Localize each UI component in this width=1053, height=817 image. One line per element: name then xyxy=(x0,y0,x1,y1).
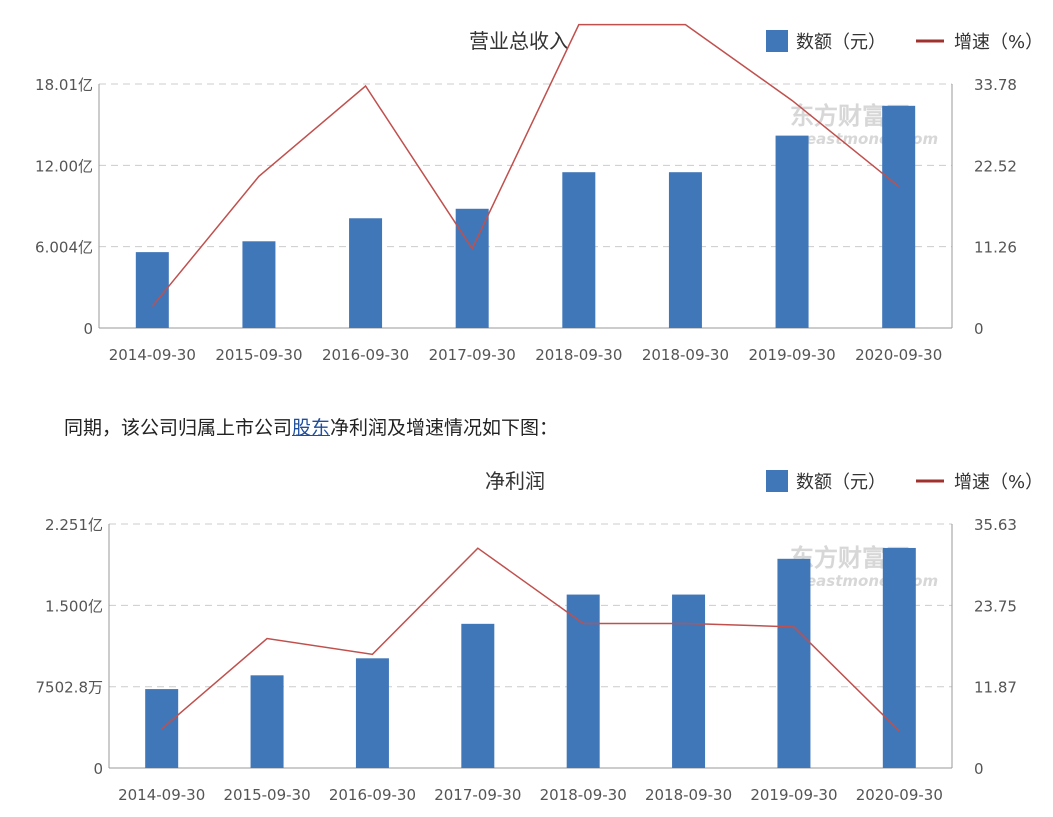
caption-text: 同期，该公司归属上市公司股东净利润及增速情况如下图： xyxy=(64,410,558,446)
x-tick-label: 2018-09-30 xyxy=(642,346,729,364)
bar xyxy=(250,675,284,768)
x-tick-label: 2020-09-30 xyxy=(855,346,942,364)
bar xyxy=(672,594,706,768)
growth-line xyxy=(161,547,900,732)
bar xyxy=(882,547,916,768)
x-tick-label: 2018-09-30 xyxy=(535,346,622,364)
bar xyxy=(777,558,811,768)
x-tick-label: 2015-09-30 xyxy=(223,786,310,804)
legend-bar-swatch xyxy=(766,470,788,492)
x-tick-label: 2018-09-30 xyxy=(645,786,732,804)
bar xyxy=(882,105,916,329)
net-profit-chart-svg: 净利润 数额（元） 增速（%） 东方财富网 eastmoney.com 0 750… xyxy=(36,469,1044,804)
y-right-tick-label: 11.26 xyxy=(974,239,1017,257)
legend-line-label: 增速（%） xyxy=(954,32,1043,53)
revenue-chart-svg: 营业总收入 数额（元） 增速（%） 东方财富网 eastmoney.com 0 6… xyxy=(35,23,1043,364)
y-right-tick-label: 0 xyxy=(974,320,984,338)
bar xyxy=(242,241,276,328)
y-right-tick-label: 33.78 xyxy=(974,76,1017,94)
watermark-en: eastmoney.com xyxy=(806,130,938,148)
caption-before: 同期，该公司归属上市公司 xyxy=(64,417,293,439)
bar xyxy=(455,208,489,328)
y-left-tick-label: 2.251亿 xyxy=(45,516,103,534)
y-right-tick-label: 23.75 xyxy=(974,597,1017,615)
bar xyxy=(775,135,809,328)
bar xyxy=(135,252,169,328)
bar xyxy=(349,218,383,328)
bar xyxy=(668,172,702,328)
y-left-tick-label: 18.01亿 xyxy=(35,76,93,94)
x-tick-label: 2019-09-30 xyxy=(748,346,835,364)
growth-line xyxy=(151,23,900,307)
shareholder-link[interactable]: 股东 xyxy=(292,417,331,439)
legend-line-label: 增速（%） xyxy=(954,472,1043,493)
chart-title: 净利润 xyxy=(485,469,545,493)
caption-after: 净利润及增速情况如下图： xyxy=(330,417,559,439)
watermark-en: eastmoney.com xyxy=(806,572,938,590)
bar xyxy=(355,658,389,768)
x-tick-label: 2015-09-30 xyxy=(215,346,302,364)
y-right-tick-label: 0 xyxy=(974,760,984,778)
watermark: 东方财富网 eastmoney.com xyxy=(790,102,938,148)
x-tick-label: 2017-09-30 xyxy=(434,786,521,804)
legend-bar-swatch xyxy=(766,30,788,52)
y-left-tick-label: 0 xyxy=(93,760,103,778)
y-left-tick-label: 0 xyxy=(83,320,93,338)
x-tick-label: 2016-09-30 xyxy=(329,786,416,804)
legend-bar-label: 数额（元） xyxy=(796,472,886,493)
x-tick-label: 2019-09-30 xyxy=(750,786,837,804)
y-left-tick-label: 7502.8万 xyxy=(36,679,104,697)
watermark: 东方财富网 eastmoney.com xyxy=(790,544,938,590)
x-tick-label: 2016-09-30 xyxy=(322,346,409,364)
y-right-tick-label: 22.52 xyxy=(974,157,1017,175)
revenue-chart: 营业总收入 数额（元） 增速（%） 东方财富网 eastmoney.com 0 6… xyxy=(0,0,1053,380)
y-left-tick-label: 1.500亿 xyxy=(45,597,103,615)
y-left-tick-label: 12.00亿 xyxy=(35,157,93,175)
x-tick-label: 2018-09-30 xyxy=(540,786,627,804)
y-right-tick-label: 11.87 xyxy=(974,679,1017,697)
bar xyxy=(566,594,600,768)
x-tick-label: 2017-09-30 xyxy=(429,346,516,364)
x-tick-label: 2014-09-30 xyxy=(109,346,196,364)
bar xyxy=(562,172,596,328)
legend-bar-label: 数额（元） xyxy=(796,32,886,53)
net-profit-chart: 净利润 数额（元） 增速（%） 东方财富网 eastmoney.com 0 750… xyxy=(0,450,1053,817)
chart-title: 营业总收入 xyxy=(469,29,569,53)
x-tick-label: 2014-09-30 xyxy=(118,786,205,804)
y-right-tick-label: 35.63 xyxy=(974,516,1017,534)
x-tick-label: 2020-09-30 xyxy=(856,786,943,804)
bar xyxy=(461,623,495,768)
y-left-tick-label: 6.004亿 xyxy=(35,239,93,257)
